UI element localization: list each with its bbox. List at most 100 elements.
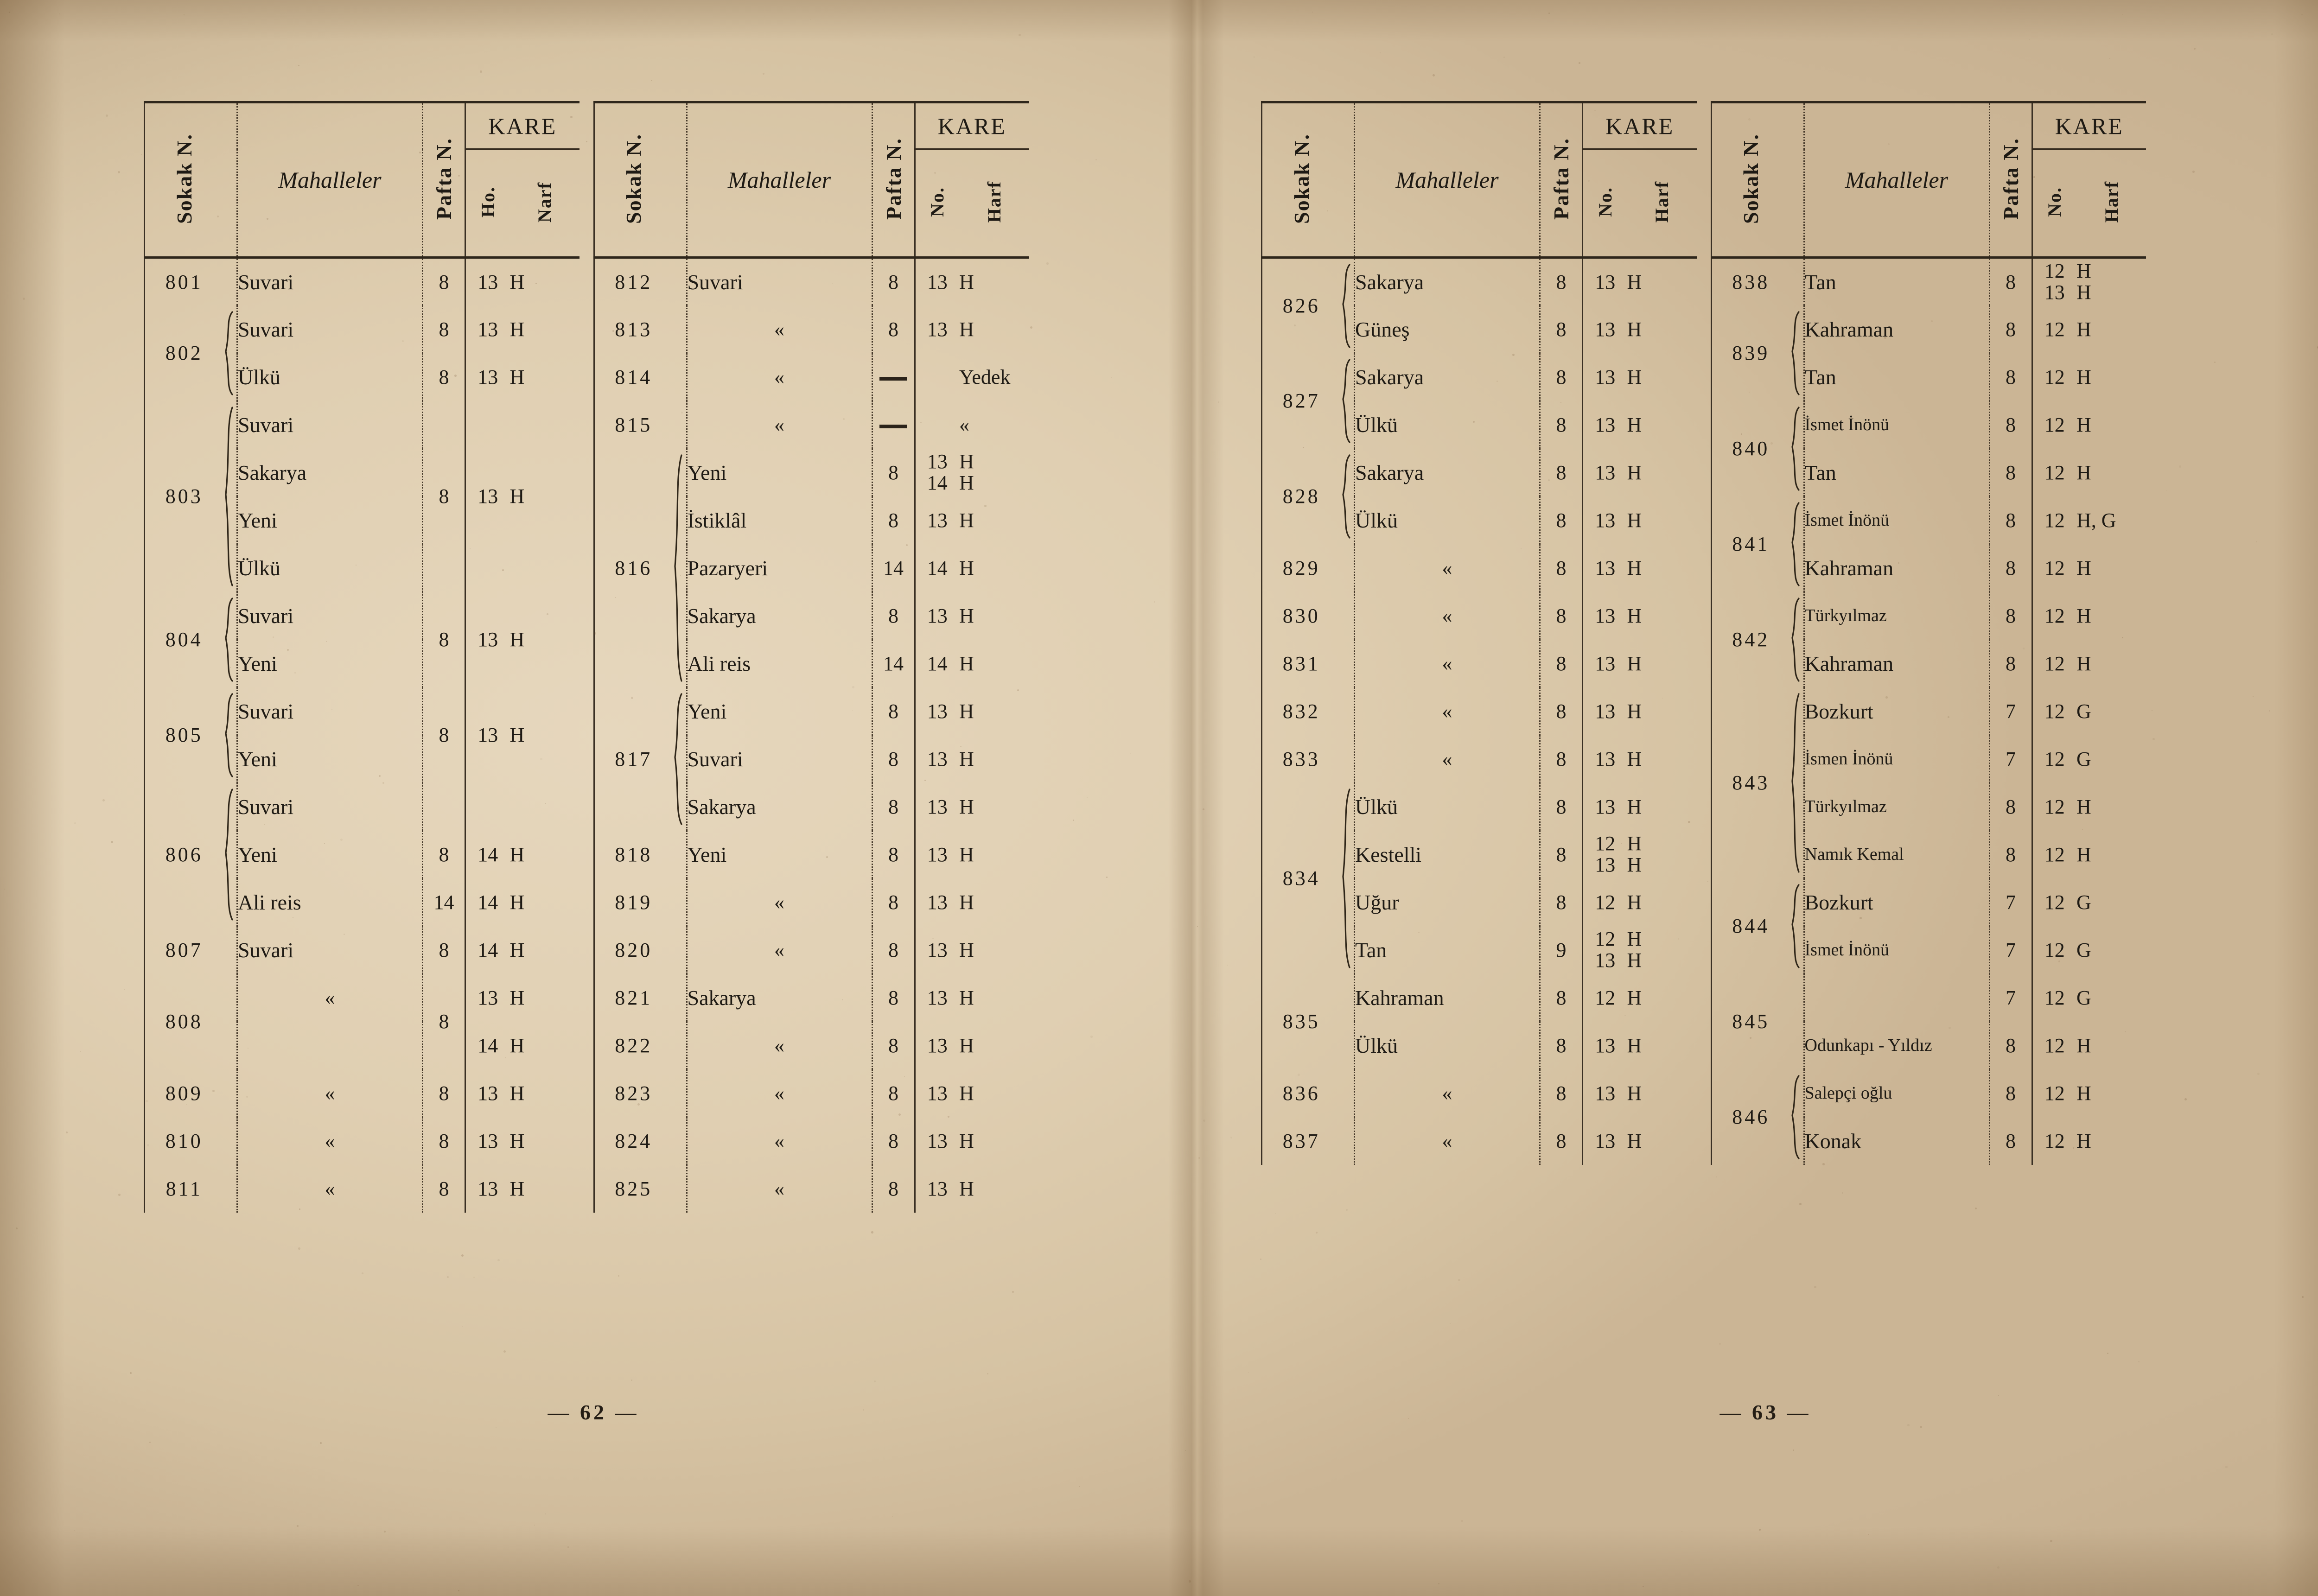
cell-kare-no: 13: [915, 1069, 959, 1117]
table-row: 811 «8 13 H: [145, 1165, 580, 1213]
table-row: 815 « «: [594, 401, 1029, 449]
cell-sokak-no: 826: [1262, 258, 1341, 353]
cell-pafta-no: 8: [872, 258, 915, 305]
cell-mahalle: Bozkurt: [1804, 687, 1989, 735]
cell-kare-no: 12: [2032, 974, 2076, 1022]
header-pafta-no: Pafta N.: [423, 102, 465, 258]
cell-pafta-no: 7: [1989, 687, 2032, 735]
cell-kare-harf: H: [959, 305, 1029, 353]
cell-kare-harf: H: [1627, 496, 1697, 544]
cell-kare-no: 13: [1583, 592, 1627, 640]
index-table-body: 801 Suvari 8 13 H 802 Suvari 8 13 H Ülkü 8 13 H 803 Suv…: [145, 258, 580, 1213]
cell-kare-no: 12: [2032, 783, 2076, 831]
header-pafta-label: Pafta N.: [432, 138, 456, 220]
index-table-body: 812 Suvari 8 13 H 813 «8 13 H 814 «Yedek 815 ««816 Ye…: [594, 258, 1029, 1213]
cell-kare-harf: H, G: [2076, 496, 2146, 544]
cell-kare-harf: H: [1627, 735, 1697, 783]
brace-spacer: [673, 1165, 687, 1213]
cell-mahalle: Bozkurt: [1804, 878, 1989, 926]
cell-kare-no: 13: [915, 1022, 959, 1069]
cell-kare-harf: H: [510, 974, 580, 1022]
cell-mahalle: Odunkapı - Yıldız: [1804, 1022, 1989, 1069]
cell-sokak-no: 820: [594, 926, 673, 974]
brace-spacer: [223, 1117, 237, 1165]
cell-kare-harf: H: [959, 687, 1029, 735]
cell-kare-no: 13: [1583, 305, 1627, 353]
cell-kare-harf: H: [510, 1117, 580, 1165]
cell-kare-harf: H: [1627, 1117, 1697, 1165]
index-table-column-2: Sokak N. Mahalleler Pafta N. KARE No. Harf 812…: [593, 101, 1029, 1213]
cell-kare-harf: HH: [2076, 258, 2146, 305]
cell-sokak-no: 824: [594, 1117, 673, 1165]
cell-pafta-no: 14: [423, 878, 465, 926]
cell-pafta-no: [872, 353, 915, 401]
cell-pafta-no: 8: [1989, 1069, 2032, 1117]
cell-pafta-no: 8: [1540, 496, 1583, 544]
cell-mahalle: Pazaryeri: [687, 544, 872, 592]
header-sokak-no: Sokak N.: [1262, 102, 1341, 258]
header-brace-spacer: [1790, 102, 1804, 258]
cell-pafta-no: 8: [423, 258, 465, 305]
cell-kare-no: 12: [2032, 735, 2076, 783]
brace-spacer: [223, 926, 237, 974]
group-brace: [1790, 496, 1804, 592]
brace-spacer: [673, 974, 687, 1022]
cell-mahalle: Tan: [1804, 353, 1989, 401]
cell-pafta-no: 8: [1540, 735, 1583, 783]
cell-kare-harf: H: [959, 592, 1029, 640]
cell-mahalle: Kahraman: [1355, 974, 1540, 1022]
cell-pafta-no: 8: [872, 687, 915, 735]
brace-spacer: [673, 878, 687, 926]
em-dash-mark: [879, 377, 907, 381]
header-mahalleler: Mahalleler: [1355, 102, 1540, 258]
cell-mahalle: Sakarya: [1355, 258, 1540, 305]
table-row: 805 Suvari 8 13 H: [145, 687, 580, 735]
cell-kare-harf: H: [510, 592, 580, 687]
cell-sokak-no: 833: [1262, 735, 1341, 783]
header-pafta-no: Pafta N.: [1540, 102, 1583, 258]
cell-kare-harf: H: [510, 687, 580, 783]
brace-spacer: [1341, 1117, 1355, 1165]
cell-kare-harf: H: [2076, 831, 2146, 878]
cell-kare-harf-line: H: [959, 472, 1029, 494]
table-row: 838 Tan 8 12 13 H H: [1711, 258, 2146, 305]
table-row: 820 «8 13 H: [594, 926, 1029, 974]
cell-pafta-no: 8: [1989, 640, 2032, 687]
group-brace: [1790, 878, 1804, 974]
header-kare-harf: Harf: [2076, 149, 2146, 258]
group-brace: [1790, 1069, 1804, 1165]
cell-kare-no: 13: [1583, 353, 1627, 401]
cell-kare-harf: H: [959, 1165, 1029, 1213]
cell-kare-no: 12: [2032, 831, 2076, 878]
group-brace: [673, 687, 687, 831]
cell-sokak-no: 829: [1262, 544, 1341, 592]
cell-kare-harf: G: [2076, 687, 2146, 735]
cell-kare-no: 12: [1583, 878, 1627, 926]
cell-pafta-no: 8: [1540, 687, 1583, 735]
cell-kare-no: 13: [465, 305, 510, 353]
header-kare-no-label: No.: [926, 187, 948, 217]
cell-pafta-no: 8: [1540, 878, 1583, 926]
cell-mahalle: İsmen İnönü: [1804, 735, 1989, 783]
group-brace: [1341, 353, 1355, 449]
cell-sokak-no: 842: [1711, 592, 1790, 687]
cell-kare-no: 13: [915, 926, 959, 974]
cell-kare-harf: H: [510, 258, 580, 305]
cell-kare-no: 12: [2032, 544, 2076, 592]
cell-mahalle: Suvari: [237, 305, 423, 353]
table-row: 828 Sakarya 8 13 H: [1262, 449, 1697, 496]
cell-kare-no: 12: [2032, 1069, 2076, 1117]
table-row: 836 «8 13 H: [1262, 1069, 1697, 1117]
cell-kare-harf: G: [2076, 878, 2146, 926]
index-table-body: 826 Sakarya 8 13 H Güneş 8 13 H 827 Sakarya 8 13 H Ülk…: [1262, 258, 1697, 1165]
cell-mahalle: Tan: [1804, 449, 1989, 496]
brace-spacer: [223, 1069, 237, 1117]
brace-spacer: [1341, 974, 1355, 1069]
cell-sokak-no: 837: [1262, 1117, 1341, 1165]
cell-kare-no: 12: [2032, 449, 2076, 496]
cell-kare-harf: H: [2076, 353, 2146, 401]
cell-pafta-no: 8: [1989, 305, 2032, 353]
cell-pafta-no: 8: [423, 974, 465, 1069]
table-row: 818 Yeni 8 13 H: [594, 831, 1029, 878]
cell-kare-no: 13: [1583, 401, 1627, 449]
